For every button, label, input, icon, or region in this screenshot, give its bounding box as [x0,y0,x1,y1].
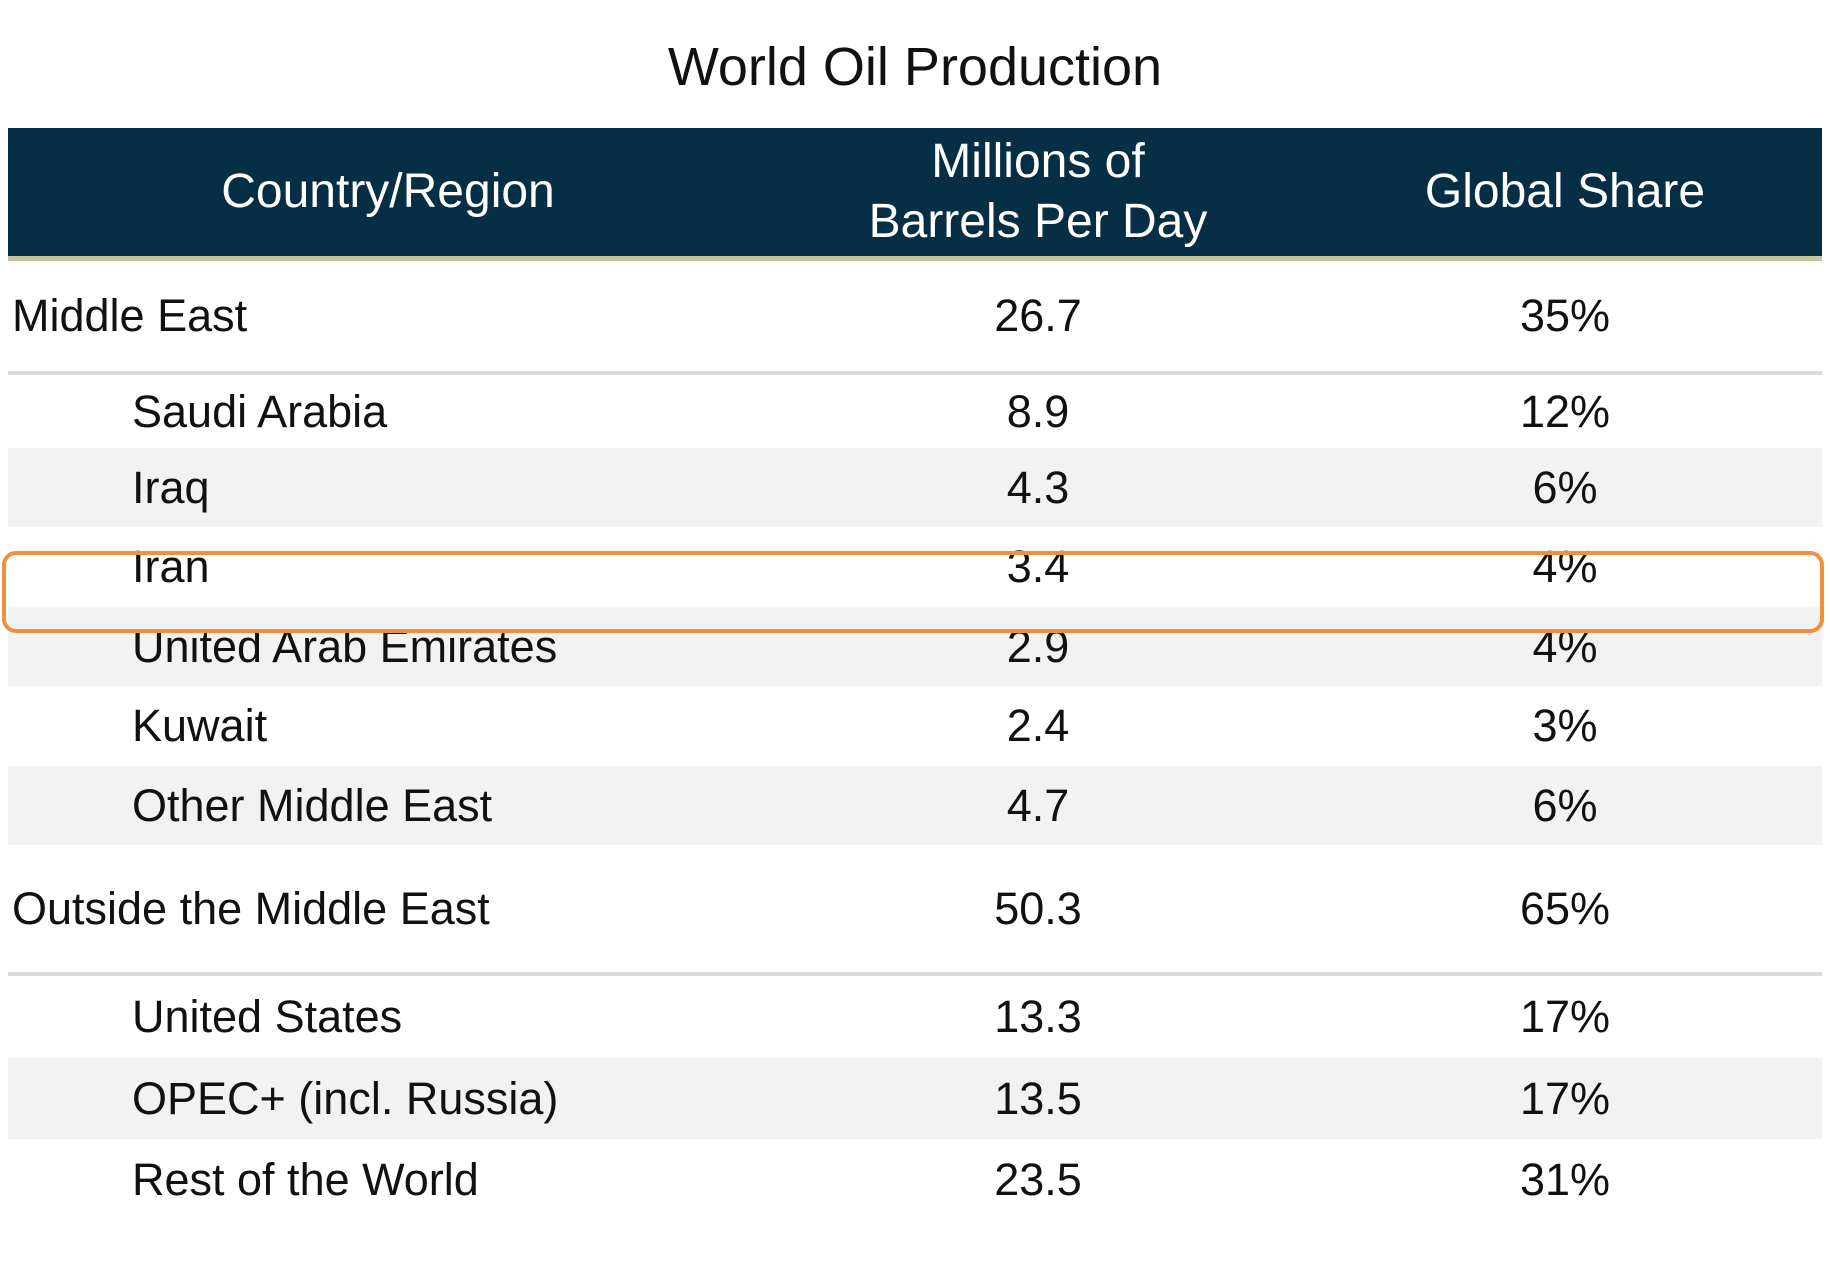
cell-country: Rest of the World [132,1154,479,1205]
cell-barrels: 4.3 [1006,461,1070,513]
cell-share: 12% [1519,385,1611,437]
cell-share: 6% [1532,461,1598,513]
table-row-saudi-arabia: Saudi Arabia 8.9 12% [8,375,1822,448]
cell-barrels: 50.3 [994,882,1082,934]
cell-barrels: 26.7 [994,290,1082,341]
cell-share: 4% [1532,541,1598,592]
table-row-uae: United Arab Emirates 2.9 4% [8,607,1822,686]
cell-share: 31% [1519,1154,1611,1205]
cell-country: United Arab Emirates [132,620,558,672]
cell-country: Outside the Middle East [12,882,490,934]
cell-country: United States [132,991,403,1042]
table-row-middle-east: Middle East 26.7 35% [8,261,1822,375]
cell-share: 4% [1532,620,1598,672]
column-header-country: Country/Region [221,165,555,218]
table-row-iraq: Iraq 4.3 6% [8,448,1822,527]
column-header-barrels-line2: Barrels Per Day [868,195,1208,248]
cell-barrels: 13.5 [994,1072,1082,1124]
chart-title: World Oil Production [667,37,1163,97]
cell-barrels: 2.4 [1006,700,1070,751]
cell-barrels: 2.9 [1006,620,1070,672]
cell-share: 65% [1519,882,1611,934]
column-header-barrels-line1: Millions of [931,135,1145,188]
cell-barrels: 8.9 [1006,385,1070,437]
cell-share: 17% [1519,1072,1611,1124]
table-row-iran: Iran 3.4 4% [8,527,1822,607]
cell-country: OPEC+ (incl. Russia) [132,1072,559,1124]
cell-barrels: 23.5 [994,1154,1082,1205]
table-row-outside-middle-east: Outside the Middle East 50.3 65% [8,845,1822,976]
cell-country: Other Middle East [132,779,493,831]
cell-country: Kuwait [132,700,268,751]
table-header: Country/Region Millions of Barrels Per D… [8,128,1822,261]
column-header-barrels: Millions of Barrels Per Day [768,128,1308,256]
column-header-share: Global Share [1424,165,1706,218]
oil-production-table: Country/Region Millions of Barrels Per D… [8,128,1822,1221]
cell-country: Saudi Arabia [132,385,388,437]
cell-share: 3% [1532,700,1598,751]
cell-country: Iraq [132,461,210,513]
table-row-other-middle-east: Other Middle East 4.7 6% [8,766,1822,845]
table-row-kuwait: Kuwait 2.4 3% [8,686,1822,766]
table-row-opec-plus: OPEC+ (incl. Russia) 13.5 17% [8,1058,1822,1139]
cell-country: Iran [132,541,210,592]
cell-barrels: 3.4 [1006,541,1070,592]
cell-barrels: 4.7 [1006,779,1070,831]
cell-share: 17% [1519,991,1611,1042]
table-row-united-states: United States 13.3 17% [8,976,1822,1058]
cell-share: 35% [1519,290,1611,341]
cell-barrels: 13.3 [994,991,1082,1042]
cell-country: Middle East [12,290,248,341]
cell-share: 6% [1532,779,1598,831]
table-row-rest-of-world: Rest of the World 23.5 31% [8,1139,1822,1221]
